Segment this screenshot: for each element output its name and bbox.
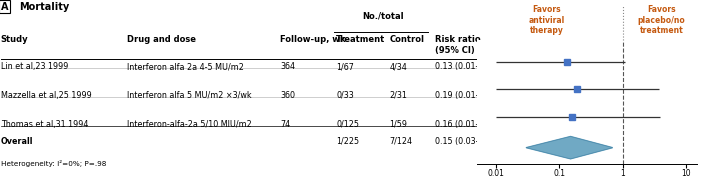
- Text: 0.16 (0.01-3.84): 0.16 (0.01-3.84): [435, 120, 499, 129]
- Text: Control: Control: [389, 35, 424, 44]
- Text: 7/124: 7/124: [389, 137, 413, 146]
- Text: 0.15 (0.03-0.69): 0.15 (0.03-0.69): [435, 137, 499, 146]
- Text: 0/125: 0/125: [336, 120, 360, 129]
- Text: A: A: [1, 2, 8, 12]
- Text: Mazzella et al,25 1999: Mazzella et al,25 1999: [1, 91, 92, 100]
- Text: 0/33: 0/33: [336, 91, 354, 100]
- Text: 2/31: 2/31: [389, 91, 408, 100]
- Text: Follow-up, wk: Follow-up, wk: [280, 35, 346, 44]
- Text: No./total: No./total: [362, 12, 404, 21]
- Text: Mortality: Mortality: [19, 2, 69, 12]
- Text: Favors
placebo/no
treatment: Favors placebo/no treatment: [638, 5, 686, 35]
- Text: Interferon alfa 5 MU/m2 ×3/wk: Interferon alfa 5 MU/m2 ×3/wk: [127, 91, 252, 100]
- Text: 1/59: 1/59: [389, 120, 408, 129]
- Text: Study: Study: [1, 35, 28, 44]
- Text: 0.19 (0.01-3.77): 0.19 (0.01-3.77): [435, 91, 499, 100]
- Text: 74: 74: [280, 120, 290, 129]
- Text: Heterogeneity: I²=0%; P=.98: Heterogeneity: I²=0%; P=.98: [1, 160, 106, 167]
- Text: 0.13 (0.01-1.09): 0.13 (0.01-1.09): [435, 62, 499, 71]
- Text: 1/225: 1/225: [336, 137, 360, 146]
- Text: 364: 364: [280, 62, 296, 71]
- Text: 360: 360: [280, 91, 296, 100]
- Text: Risk ratio
(95% CI): Risk ratio (95% CI): [435, 35, 480, 55]
- Text: 4/34: 4/34: [389, 62, 407, 71]
- Text: Drug and dose: Drug and dose: [127, 35, 197, 44]
- Text: Favors
antiviral
therapy: Favors antiviral therapy: [529, 5, 565, 35]
- Text: Treatment: Treatment: [336, 35, 386, 44]
- Text: 1/67: 1/67: [336, 62, 355, 71]
- Text: Lin et al,23 1999: Lin et al,23 1999: [1, 62, 68, 71]
- Text: Interferon alfa 2a 4-5 MU/m2: Interferon alfa 2a 4-5 MU/m2: [127, 62, 245, 71]
- Text: Overall: Overall: [1, 137, 33, 146]
- Text: Interferon-alfa-2a 5/10 MIU/m2: Interferon-alfa-2a 5/10 MIU/m2: [127, 120, 252, 129]
- Polygon shape: [526, 136, 612, 159]
- Text: Thomas et al,31 1994: Thomas et al,31 1994: [1, 120, 88, 129]
